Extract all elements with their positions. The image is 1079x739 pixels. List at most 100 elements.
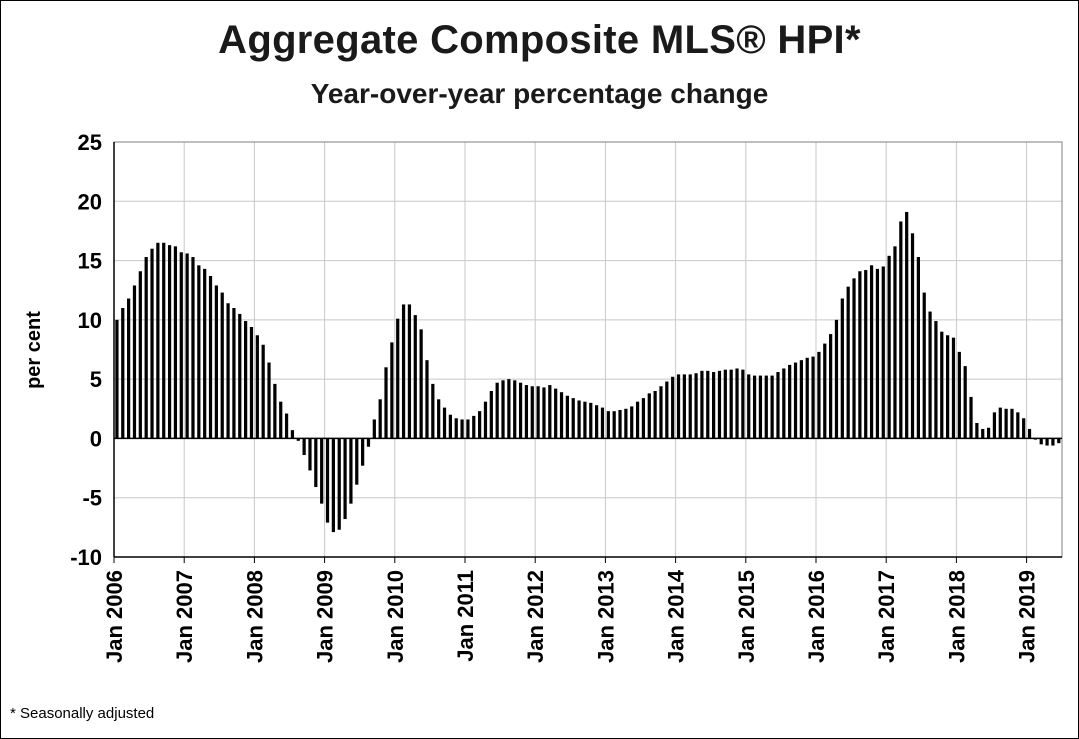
- bar: [858, 271, 862, 439]
- bar: [694, 373, 698, 439]
- bar: [811, 356, 815, 439]
- bar: [712, 372, 716, 439]
- bar: [817, 351, 821, 439]
- bar: [325, 438, 330, 523]
- y-tick-label: -5: [82, 486, 102, 511]
- bar-series: [115, 211, 1061, 533]
- bar: [489, 391, 493, 439]
- axes: [113, 141, 1063, 563]
- bar: [208, 275, 213, 439]
- bar: [378, 399, 382, 439]
- bar: [132, 285, 137, 439]
- bar: [138, 271, 142, 439]
- bar: [401, 304, 406, 439]
- bar: [992, 412, 997, 439]
- bar: [238, 313, 242, 439]
- bar: [735, 368, 739, 439]
- bar: [361, 438, 365, 466]
- bar: [559, 392, 564, 439]
- x-tick-label: Jan 2014: [664, 569, 689, 663]
- x-tick-label: Jan 2017: [874, 570, 899, 663]
- bar: [150, 248, 154, 439]
- bar: [407, 304, 412, 439]
- bar: [823, 343, 827, 439]
- bar: [536, 386, 540, 439]
- bar: [343, 438, 347, 520]
- bar: [951, 337, 956, 439]
- bar: [1051, 438, 1055, 446]
- bar: [267, 362, 271, 439]
- bar: [834, 319, 839, 439]
- bar: [635, 401, 640, 439]
- bar: [653, 391, 657, 439]
- bar: [203, 268, 207, 439]
- bar: [384, 367, 388, 439]
- bar: [565, 395, 569, 439]
- y-tick-label: 15: [78, 249, 102, 274]
- bar: [869, 265, 874, 439]
- bar: [173, 246, 178, 439]
- bar: [197, 265, 201, 439]
- bar: [946, 335, 950, 439]
- y-tick-label: 0: [90, 426, 102, 451]
- x-tick-label: Jan 2006: [102, 570, 127, 663]
- bar: [583, 401, 587, 439]
- bar: [671, 376, 675, 439]
- bar: [665, 381, 669, 439]
- bar: [606, 411, 610, 439]
- bar: [595, 405, 599, 439]
- bar: [214, 285, 218, 439]
- bar: [1057, 438, 1061, 444]
- bar: [975, 423, 979, 439]
- bar: [747, 374, 751, 439]
- chart-subtitle: Year-over-year percentage change: [310, 78, 769, 109]
- bar: [320, 438, 324, 504]
- bar: [981, 428, 985, 439]
- bar: [758, 375, 763, 439]
- bar: [799, 360, 803, 439]
- footnote: * Seasonally adjusted: [10, 705, 155, 722]
- bar: [618, 409, 622, 439]
- bar: [162, 242, 166, 439]
- bar: [337, 438, 341, 530]
- bar: [1010, 408, 1014, 439]
- y-tick-label: 10: [78, 308, 102, 333]
- bar: [279, 401, 283, 439]
- bar: [1045, 438, 1049, 446]
- bar: [220, 292, 224, 439]
- bar: [366, 438, 371, 447]
- bar: [530, 386, 534, 439]
- bar: [881, 266, 885, 439]
- bar: [314, 438, 318, 488]
- bar: [589, 402, 593, 439]
- bar: [296, 438, 300, 441]
- bar: [764, 375, 768, 439]
- bar: [1022, 418, 1026, 439]
- bar: [717, 370, 722, 439]
- bar: [431, 383, 435, 439]
- bar: [331, 438, 335, 533]
- bar: [308, 438, 312, 471]
- bar: [185, 253, 189, 439]
- bar: [483, 401, 488, 439]
- x-tick-label: Jan 2012: [523, 570, 548, 663]
- bar: [659, 386, 663, 439]
- bar: [647, 393, 651, 439]
- bar: [1004, 408, 1008, 439]
- chart-title: Aggregate Composite MLS® HPI*: [218, 18, 861, 62]
- bar: [893, 246, 897, 439]
- bar: [349, 438, 353, 504]
- bar: [179, 252, 183, 439]
- bar: [425, 360, 429, 439]
- bar: [448, 414, 452, 439]
- bar: [793, 362, 798, 439]
- bar: [852, 278, 856, 439]
- bar: [910, 233, 915, 439]
- x-tick-label: Jan 2019: [1015, 570, 1040, 663]
- bar: [782, 368, 786, 439]
- bar: [986, 427, 991, 439]
- bar: [723, 369, 727, 439]
- bar: [887, 255, 891, 439]
- bar: [518, 382, 523, 439]
- bar: [454, 418, 458, 439]
